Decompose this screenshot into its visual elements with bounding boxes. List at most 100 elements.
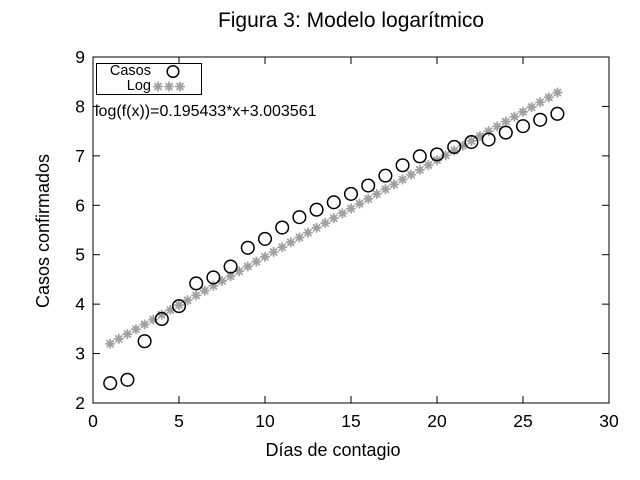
log-point <box>526 101 537 113</box>
y-tick-label: 6 <box>75 195 85 215</box>
x-tick-label: 20 <box>427 411 447 431</box>
legend-asterisk-glyph <box>174 81 186 92</box>
x-tick-label: 5 <box>174 411 184 431</box>
log-point <box>380 184 391 195</box>
log-point <box>199 285 210 296</box>
log-point <box>165 304 176 316</box>
y-tick-label: 2 <box>75 393 85 413</box>
fit-equation: log(f(x))=0.195433*x+3.003561 <box>95 103 317 120</box>
casos-point <box>257 231 273 246</box>
log-point <box>483 126 494 137</box>
log-point <box>466 135 477 146</box>
chart-title: Figura 3: Modelo logarítmico <box>217 9 485 32</box>
casos-point <box>292 210 307 225</box>
log-point <box>173 299 185 311</box>
log-point <box>440 150 451 161</box>
x-axis-label: Días de contagio <box>265 440 401 460</box>
log-point <box>406 169 417 180</box>
legend: Casos Log <box>96 63 202 95</box>
open-circle-marker-icon <box>151 64 203 79</box>
log-point <box>345 203 357 214</box>
casos-point <box>275 220 290 235</box>
y-tick-label: 9 <box>75 47 85 67</box>
casos-point <box>103 376 118 391</box>
log-point <box>311 222 322 233</box>
log-point <box>457 140 468 151</box>
y-tick-label: 8 <box>75 96 85 116</box>
y-tick-label: 5 <box>75 245 85 265</box>
legend-label-casos: Casos <box>109 63 151 79</box>
log-point <box>148 314 159 325</box>
casos-point <box>481 132 496 147</box>
log-point <box>105 338 116 349</box>
log-point <box>414 164 425 175</box>
casos-point <box>326 195 341 210</box>
log-point <box>509 111 520 122</box>
log-point <box>156 309 167 320</box>
casos-point <box>309 202 324 217</box>
legend-asterisk-glyph <box>163 81 175 92</box>
log-point <box>371 188 382 200</box>
log-point <box>113 333 124 345</box>
casos-point <box>223 259 238 274</box>
log-point <box>208 280 219 291</box>
log-point <box>268 246 279 258</box>
log-point <box>535 97 546 108</box>
casos-point <box>464 134 479 150</box>
x-tick-label: 10 <box>255 411 275 431</box>
asterisk-marker-icon <box>151 79 203 94</box>
y-tick-label: 3 <box>75 344 85 364</box>
log-point <box>122 328 133 340</box>
casos-point <box>343 186 359 201</box>
log-point <box>492 121 503 132</box>
log-point <box>277 242 288 253</box>
log-point <box>449 145 460 156</box>
log-point <box>182 295 193 306</box>
log-point <box>337 208 348 219</box>
casos-point <box>240 240 255 255</box>
log-point <box>139 319 150 330</box>
log-point <box>302 227 314 238</box>
casos-point <box>533 112 548 127</box>
log-point <box>552 87 563 98</box>
log-point <box>500 116 511 127</box>
log-point <box>423 159 434 171</box>
casos-point <box>447 139 462 155</box>
log-point <box>259 251 271 262</box>
casos-point <box>120 372 135 387</box>
casos-point <box>378 168 393 183</box>
casos-point <box>429 147 445 162</box>
casos-point <box>206 270 221 285</box>
legend-item-casos: Casos <box>97 64 201 79</box>
x-tick-label: 0 <box>88 411 98 431</box>
y-tick-label: 4 <box>75 294 85 314</box>
log-point <box>354 198 365 209</box>
casos-point <box>171 299 187 314</box>
casos-point <box>137 334 152 349</box>
casos-point <box>189 276 204 291</box>
log-point <box>363 193 374 204</box>
casos-point <box>412 149 427 164</box>
casos-point <box>361 178 376 193</box>
log-point <box>474 130 486 142</box>
casos-point <box>515 119 531 134</box>
casos-point <box>498 125 513 140</box>
casos-point <box>154 311 169 327</box>
x-tick-label: 25 <box>513 411 532 431</box>
casos-point <box>550 106 565 121</box>
log-point <box>191 290 202 301</box>
log-point <box>130 324 142 335</box>
log-point <box>294 232 305 243</box>
casos-point <box>395 158 410 173</box>
legend-item-log: Log <box>97 79 201 94</box>
x-tick-label: 30 <box>599 411 619 431</box>
log-point <box>251 256 262 267</box>
log-point <box>242 261 253 272</box>
log-point <box>320 217 331 229</box>
log-point <box>328 213 339 224</box>
log-point <box>517 106 529 117</box>
log-point <box>543 92 554 103</box>
y-tick-label: 7 <box>75 146 85 166</box>
